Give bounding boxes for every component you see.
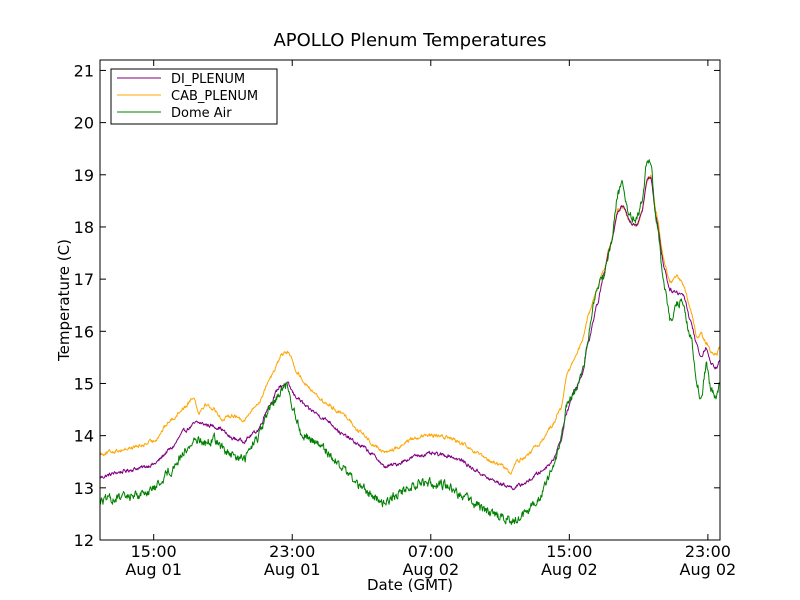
x-tick-label-time: 15:00	[546, 542, 592, 561]
y-tick-label: 17	[74, 270, 94, 289]
y-tick-label: 12	[74, 531, 94, 550]
x-tick-label-date: Aug 02	[680, 560, 737, 579]
legend-label: Dome Air	[171, 106, 232, 121]
legend: DI_PLENUM CAB_PLENUM Dome Air	[110, 68, 278, 125]
series-line-di-plenum	[100, 176, 720, 491]
x-tick-label-date: Aug 02	[402, 560, 459, 579]
chart-title: APOLLO Plenum Temperatures	[273, 30, 546, 51]
legend-label: CAB_PLENUM	[171, 89, 258, 104]
y-tick-label: 21	[74, 61, 94, 80]
x-tick-label-time: 15:00	[131, 542, 177, 561]
series-layer	[100, 159, 720, 525]
y-tick-label: 14	[74, 427, 94, 446]
plot-frame	[99, 59, 721, 541]
y-tick-label: 16	[74, 322, 94, 341]
y-tick-label: 18	[74, 218, 94, 237]
x-tick-label-date: Aug 02	[541, 560, 598, 579]
series-line-dome-air	[100, 159, 720, 525]
x-tick-label-time: 07:00	[408, 542, 454, 561]
y-tick-label: 15	[74, 374, 94, 393]
y-axis: 12 13 14 15 16 17 18 19 20 21	[74, 61, 720, 550]
y-tick-label: 19	[74, 166, 94, 185]
x-tick-label-time: 23:00	[269, 542, 315, 561]
y-axis-label: Temperature (C)	[55, 239, 73, 362]
x-tick-label-date: Aug 01	[264, 560, 321, 579]
y-tick-label: 13	[74, 479, 94, 498]
legend-label: DI_PLENUM	[171, 72, 245, 87]
x-tick-label-time: 23:00	[685, 542, 731, 561]
x-axis-label: Date (GMT)	[367, 576, 453, 594]
x-tick-label-date: Aug 01	[125, 560, 182, 579]
y-tick-label: 20	[74, 114, 94, 133]
